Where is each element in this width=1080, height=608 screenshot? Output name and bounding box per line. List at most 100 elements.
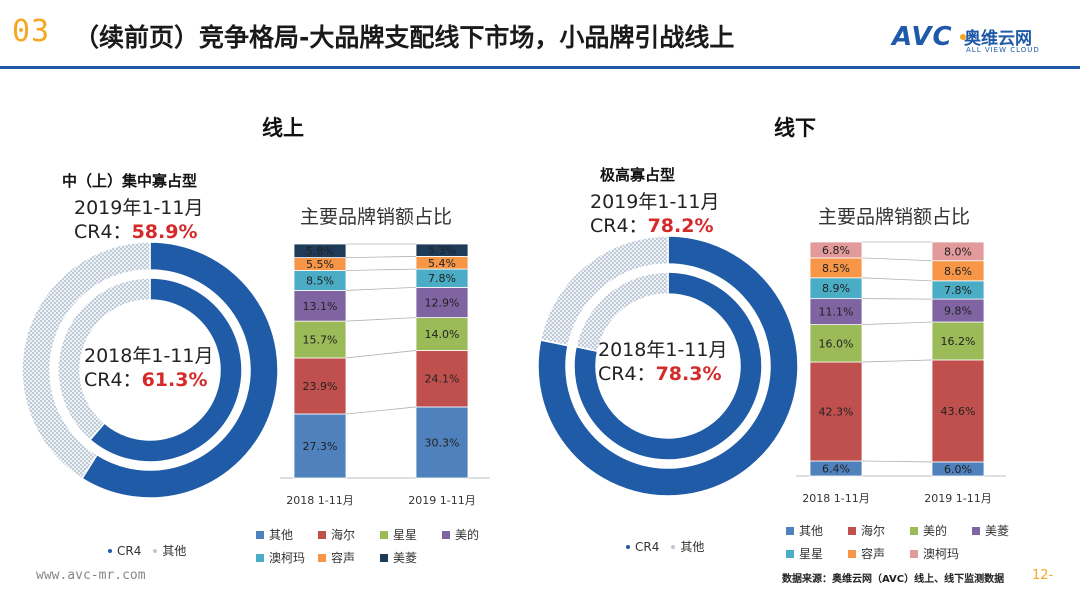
offline-legend-label: 美的: [923, 524, 948, 538]
offline-legend-row: 星星 容声 澳柯玛: [786, 545, 1026, 562]
offline-type-label: 极高寡占型: [600, 166, 676, 184]
legend-swatch-icon: [786, 526, 794, 535]
legend-dot-icon: [671, 544, 676, 549]
legend-swatch-icon: [318, 553, 326, 562]
online-pie-legend-other: 其他: [153, 542, 186, 559]
online-type-label: 中（上）集中寡占型: [62, 172, 198, 190]
legend-swatch-icon: [318, 530, 326, 539]
offline-pie-legend-other-label: 其他: [680, 540, 705, 554]
online-bar-1-海尔: [415, 350, 469, 408]
offline-inner-cr4: CR4：78.3%: [598, 362, 721, 386]
online-pie-legend-cr4: CR4: [108, 544, 141, 558]
offline-legend-label: 容声: [861, 547, 886, 561]
offline-label-0-其他: 6.4%: [822, 463, 850, 476]
offline-inner-cr4-value: 78.3%: [655, 363, 722, 385]
logo-avc-text: AVC: [892, 22, 953, 52]
offline-inner-slice-other: [575, 271, 669, 353]
online-bar-title: 主要品牌销额占比: [300, 206, 453, 228]
offline-label-1-容声: 8.6%: [944, 265, 972, 278]
online-x-tick-0: 2018 1-11月: [286, 494, 353, 507]
offline-connector-1: [861, 359, 933, 363]
offline-legend-item: 容声: [848, 545, 900, 562]
online-legend-item: 澳柯玛: [256, 549, 308, 566]
online-legend-label: 其他: [269, 528, 294, 542]
offline-legend-label: 澳柯玛: [923, 547, 960, 561]
online-connector-5: [345, 256, 417, 258]
offline-pie-legend-other: 其他: [671, 538, 704, 555]
offline-legend-row: 其他 海尔 美的 美菱: [786, 522, 1026, 539]
offline-label-1-星星: 7.8%: [944, 284, 972, 297]
offline-bar-legend: 其他 海尔 美的 美菱 星星 容声 澳柯玛: [786, 522, 1026, 568]
offline-label-0-澳柯玛: 6.8%: [822, 244, 850, 257]
legend-dot-icon: [626, 544, 630, 549]
logo-en-text: ALL VIEW CLOUD: [966, 46, 1040, 54]
offline-bar-1-海尔: [931, 359, 985, 463]
online-connector-2: [345, 317, 417, 322]
legend-swatch-icon: [380, 530, 388, 539]
offline-inner-slice-cr4: [573, 271, 763, 461]
offline-inner-cr4-prefix: CR4：: [598, 363, 656, 385]
offline-bar-0-澳柯玛: [809, 241, 863, 259]
online-legend-item: 容声: [318, 549, 370, 566]
online-legend-item: 海尔: [318, 526, 370, 543]
online-bar-1-其他: [415, 406, 469, 479]
online-pie-legend-other-label: 其他: [162, 544, 187, 558]
legend-swatch-icon: [256, 553, 264, 562]
online-outer-cr4-value: 58.9%: [131, 221, 198, 243]
online-inner-cr4: CR4：61.3%: [84, 368, 207, 392]
offline-label-1-其他: 6.0%: [944, 463, 972, 476]
online-legend-row: 澳柯玛 容声 美菱: [256, 549, 496, 566]
online-label-1-星星: 14.0%: [425, 328, 460, 341]
offline-legend-label: 星星: [799, 547, 824, 561]
offline-connector-4: [861, 277, 933, 282]
offline-legend-label: 海尔: [861, 524, 886, 538]
data-source-note: 数据来源：奥维云网（AVC）线上、线下监测数据: [782, 574, 1005, 585]
offline-label-0-海尔: 42.3%: [819, 406, 854, 419]
offline-donut-chart: [537, 235, 799, 497]
offline-label-1-美菱: 9.8%: [944, 305, 972, 318]
legend-swatch-icon: [910, 549, 918, 558]
offline-label-1-海尔: 43.6%: [941, 405, 976, 418]
offline-outer-cr4-prefix: CR4：: [590, 215, 648, 237]
avc-logo: AVC 奥维云网 ALL VIEW CLOUD: [868, 22, 1064, 60]
offline-legend-item: 美菱: [972, 522, 1024, 539]
online-label-1-美菱: 5.3%: [428, 244, 456, 257]
legend-swatch-icon: [910, 526, 918, 535]
offline-connector-0: [861, 460, 933, 463]
online-inner-period: 2018年1-11月: [84, 345, 214, 367]
online-bar-0-美菱: [293, 243, 347, 258]
online-inner-slice-cr4: [88, 277, 243, 463]
online-bar-0-其他: [293, 413, 347, 479]
online-legend-label: 澳柯玛: [269, 551, 306, 565]
offline-inner-period: 2018年1-11月: [598, 339, 728, 361]
offline-label-0-美菱: 11.1%: [819, 306, 854, 319]
page-title: （续前页）竞争格局-大品牌支配线下市场，小品牌引战线上: [74, 23, 735, 52]
offline-bar-title: 主要品牌销额占比: [818, 206, 971, 228]
offline-outer-cr4-value: 78.2%: [647, 215, 714, 237]
online-legend-item: 星星: [380, 526, 432, 543]
offline-x-tick-1: 2019 1-11月: [924, 492, 991, 505]
online-legend-label: 海尔: [331, 528, 356, 542]
legend-swatch-icon: [442, 530, 450, 539]
section-number: 03: [12, 14, 51, 49]
online-inner-slice-other: [57, 277, 151, 441]
offline-outer-cr4: CR4：78.2%: [590, 214, 713, 238]
online-x-tick-1: 2019 1-11月: [408, 494, 475, 507]
online-connector-1: [345, 350, 417, 359]
online-label-0-海尔: 23.9%: [303, 380, 338, 393]
offline-label-0-美的: 16.0%: [819, 337, 854, 350]
offline-pie-legend-cr4: CR4: [626, 540, 659, 554]
online-outer-period: 2019年1-11月: [74, 197, 204, 219]
legend-dot-icon: [108, 548, 112, 553]
online-section-title: 线上: [262, 116, 304, 140]
legend-swatch-icon: [848, 526, 856, 535]
online-label-1-其他: 30.3%: [425, 436, 460, 449]
online-donut-chart: [21, 241, 279, 499]
legend-swatch-icon: [786, 549, 794, 558]
online-connector-3: [345, 286, 417, 291]
website-link[interactable]: www.avc-mr.com: [36, 568, 146, 583]
online-label-0-美菱: 5.8%: [306, 245, 334, 258]
offline-legend-item: 澳柯玛: [910, 545, 962, 562]
online-legend-item: 美菱: [380, 549, 432, 566]
online-legend-label: 美菱: [393, 551, 418, 565]
